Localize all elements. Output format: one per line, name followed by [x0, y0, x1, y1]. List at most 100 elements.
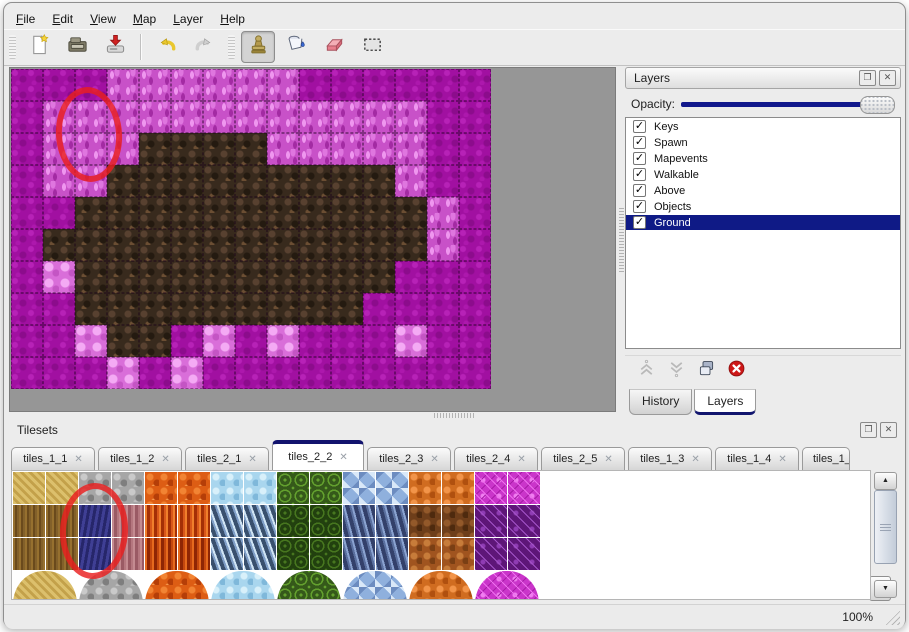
opacity-slider[interactable]: [681, 102, 891, 107]
tileset-tile[interactable]: [46, 505, 78, 537]
map-tile[interactable]: [299, 293, 331, 325]
map-tile[interactable]: [427, 165, 459, 197]
scroll-up-icon[interactable]: ▲: [874, 472, 897, 490]
layer-row[interactable]: ✓ Objects: [626, 199, 900, 214]
map-tile[interactable]: [363, 101, 395, 133]
map-tile[interactable]: [267, 197, 299, 229]
map-tile[interactable]: [267, 165, 299, 197]
map-tile[interactable]: [107, 101, 139, 133]
map-tile[interactable]: [43, 261, 75, 293]
map-tile[interactable]: [235, 197, 267, 229]
open-file-button[interactable]: [60, 31, 94, 63]
tileset-grid[interactable]: [13, 472, 540, 570]
map-tile[interactable]: [331, 133, 363, 165]
toolbar-drag-handle[interactable]: [9, 35, 16, 59]
map-tile[interactable]: [203, 197, 235, 229]
rect-select-tool-button[interactable]: [355, 31, 389, 63]
tileset-tile[interactable]: [211, 472, 243, 504]
layer-visibility-checkbox[interactable]: ✓: [633, 120, 646, 133]
close-tab-icon[interactable]: ✕: [74, 453, 83, 465]
tileset-tile[interactable]: [376, 505, 408, 537]
map-tile[interactable]: [395, 261, 427, 293]
map-tile[interactable]: [203, 133, 235, 165]
tileset-tile[interactable]: [211, 505, 243, 537]
map-tile[interactable]: [11, 101, 43, 133]
map-tile[interactable]: [43, 293, 75, 325]
tileset-tile[interactable]: [13, 505, 45, 537]
tileset-tile[interactable]: [508, 472, 540, 504]
map-tile[interactable]: [75, 261, 107, 293]
map-tile[interactable]: [203, 69, 235, 101]
map-tile[interactable]: [107, 229, 139, 261]
close-tab-icon[interactable]: ✕: [604, 453, 613, 465]
map-tile[interactable]: [427, 69, 459, 101]
layer-visibility-checkbox[interactable]: ✓: [633, 152, 646, 165]
map-tile[interactable]: [107, 133, 139, 165]
close-tab-icon[interactable]: ✕: [339, 451, 348, 463]
layer-visibility-checkbox[interactable]: ✓: [633, 200, 646, 213]
stamp-tool-button[interactable]: [241, 31, 275, 63]
map-tile[interactable]: [43, 325, 75, 357]
map-tile[interactable]: [171, 69, 203, 101]
map-tile[interactable]: [11, 261, 43, 293]
map-tile[interactable]: [139, 69, 171, 101]
tileset-tile[interactable]: [277, 472, 309, 504]
scrollbar-thumb[interactable]: [874, 490, 897, 564]
close-panel-icon[interactable]: ✕: [880, 422, 897, 438]
map-tile[interactable]: [107, 165, 139, 197]
map-tile[interactable]: [299, 261, 331, 293]
tileset-tile[interactable]: [409, 472, 441, 504]
eraser-tool-button[interactable]: [317, 31, 351, 63]
map-view[interactable]: [9, 67, 616, 412]
tileset-tile[interactable]: [244, 472, 276, 504]
map-tile[interactable]: [395, 197, 427, 229]
tileset-tile[interactable]: [244, 505, 276, 537]
map-tile[interactable]: [395, 69, 427, 101]
tileset-tile[interactable]: [442, 538, 474, 570]
map-tile[interactable]: [427, 357, 459, 389]
tileset-tile[interactable]: [145, 505, 177, 537]
map-tile[interactable]: [235, 325, 267, 357]
tileset-tile[interactable]: [475, 538, 507, 570]
map-tile[interactable]: [267, 325, 299, 357]
close-tab-icon[interactable]: ✕: [691, 453, 700, 465]
float-panel-icon[interactable]: ❐: [859, 70, 876, 86]
map-tile[interactable]: [459, 133, 491, 165]
map-tile[interactable]: [139, 357, 171, 389]
map-tile[interactable]: [11, 197, 43, 229]
tab-history[interactable]: History: [629, 389, 693, 415]
tileset-tile[interactable]: [46, 538, 78, 570]
map-tile[interactable]: [427, 197, 459, 229]
map-tile[interactable]: [43, 197, 75, 229]
map-tile[interactable]: [267, 133, 299, 165]
map-tile[interactable]: [267, 69, 299, 101]
map-tile[interactable]: [331, 69, 363, 101]
map-tile[interactable]: [459, 101, 491, 133]
map-tile[interactable]: [171, 101, 203, 133]
map-tile[interactable]: [203, 229, 235, 261]
tileset-tile[interactable]: [343, 505, 375, 537]
layer-row[interactable]: ✓ Walkable: [626, 167, 900, 182]
tileset-tab-tiles_1_1[interactable]: tiles_1_1 ✕: [11, 447, 95, 470]
map-tile[interactable]: [75, 133, 107, 165]
menu-item-map[interactable]: Map: [132, 12, 157, 26]
close-tab-icon[interactable]: ✕: [778, 453, 787, 465]
map-tile[interactable]: [459, 325, 491, 357]
tileset-blob-row[interactable]: [13, 571, 541, 599]
tileset-tile[interactable]: [145, 472, 177, 504]
map-tile[interactable]: [299, 325, 331, 357]
map-tile[interactable]: [267, 357, 299, 389]
map-tile[interactable]: [11, 133, 43, 165]
map-tile[interactable]: [139, 133, 171, 165]
tileset-blob-tile[interactable]: [277, 571, 341, 599]
map-tile[interactable]: [235, 357, 267, 389]
map-tile[interactable]: [363, 69, 395, 101]
tileset-tile[interactable]: [409, 505, 441, 537]
tileset-blob-tile[interactable]: [211, 571, 275, 599]
map-tile[interactable]: [203, 101, 235, 133]
map-tile[interactable]: [363, 229, 395, 261]
tileset-tile[interactable]: [13, 472, 45, 504]
close-tab-icon[interactable]: ✕: [517, 453, 526, 465]
map-tile[interactable]: [363, 293, 395, 325]
tileset-tab-tiles_2_3[interactable]: tiles_2_3 ✕: [367, 447, 451, 470]
